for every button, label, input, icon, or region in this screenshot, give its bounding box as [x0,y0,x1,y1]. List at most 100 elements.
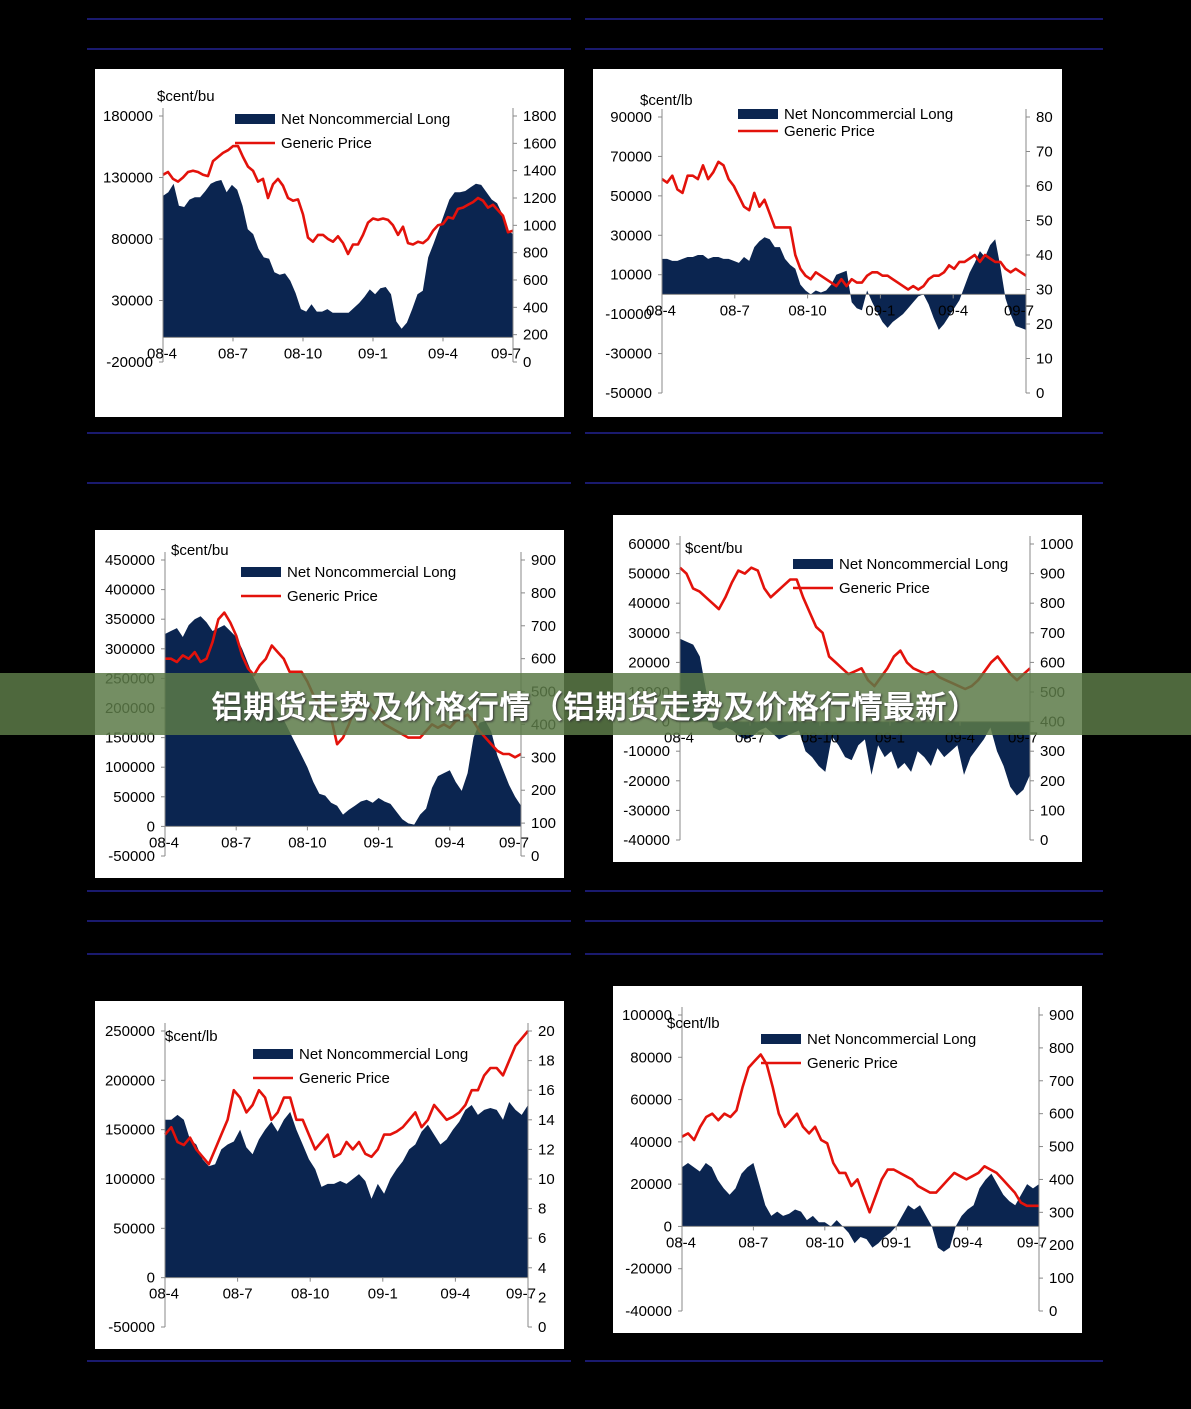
frame-rule [87,48,571,50]
left-tick-label: 100000 [622,1007,672,1024]
right-tick-label: 0 [531,848,539,865]
frame-rule [87,432,571,434]
right-tick-label: 1800 [523,108,556,125]
chart-svg: 180000 130000 80000 30000 -20000 1800 1600 1400… [103,88,556,371]
left-tick-label: 30000 [628,625,670,642]
right-tick-label: 80 [1036,109,1053,126]
right-tick-label: 1200 [523,190,556,207]
left-tick-label: -40000 [623,832,670,849]
unit-label: $cent/lb [640,92,693,109]
frame-rule [87,482,571,484]
legend-label: Generic Price [784,123,875,140]
chart-panel-5: 250000 200000 150000 100000 50000 0 -50000 20 18… [95,1001,564,1349]
frame-rule [585,920,1103,922]
x-tick-label: 08-4 [646,302,676,319]
left-tick-label: 60000 [630,1092,672,1109]
legend-label: Generic Price [287,588,378,605]
net-noncommercial-area [165,616,521,827]
right-tick-label: 14 [538,1112,555,1129]
left-tick-label: 150000 [105,1122,155,1139]
net-noncommercial-area [165,1102,528,1278]
right-tick-label: 600 [523,272,548,289]
legend-label: Net Noncommercial Long [281,111,450,128]
x-tick-label: 08-10 [806,1234,844,1251]
left-tick-label: 90000 [610,109,652,126]
right-tick-label: 10 [538,1171,555,1188]
frame-rule [87,890,571,892]
legend-swatch-area [235,114,275,124]
right-tick-label: 200 [1049,1237,1074,1254]
x-tick-label: 09-7 [1017,1234,1047,1251]
right-tick-label: 100 [531,815,556,832]
frame-rule [585,890,1103,892]
x-tick-label: 09-1 [881,1234,911,1251]
unit-label: $cent/lb [165,1028,218,1045]
right-tick-label: 300 [1040,743,1065,760]
x-tick-label: 08-10 [788,302,826,319]
legend-label: Net Noncommercial Long [784,106,953,123]
x-tick-label: 08-7 [738,1234,768,1251]
right-tick-label: 20 [1036,316,1053,333]
x-tick-label: 09-7 [499,834,529,851]
right-tick-label: 700 [1049,1073,1074,1090]
x-tick-label: 08-7 [720,302,750,319]
left-tick-label: -20000 [106,354,153,371]
right-tick-label: 200 [1040,773,1065,790]
right-tick-label: 40 [1036,247,1053,264]
right-tick-label: 700 [1040,625,1065,642]
right-tick-label: 300 [1049,1204,1074,1221]
legend-label: Generic Price [839,580,930,597]
x-tick-label: 08-10 [288,834,326,851]
x-tick-label: 09-1 [368,1286,398,1303]
frame-rule [585,482,1103,484]
left-tick-label: 0 [147,1270,155,1287]
left-tick-label: 200000 [105,1072,155,1089]
left-tick-label: -10000 [623,743,670,760]
legend-swatch-area [241,567,281,577]
x-tick-label: 09-4 [435,834,465,851]
legend-swatch-area [253,1049,293,1059]
x-tick-label: 08-4 [147,345,177,362]
legend-label: Generic Price [807,1055,898,1072]
left-tick-label: -50000 [605,385,652,402]
right-tick-label: 900 [1040,566,1065,583]
right-tick-label: 900 [531,552,556,569]
right-tick-label: 16 [538,1082,555,1099]
x-tick-label: 08-7 [223,1286,253,1303]
right-tick-label: 50 [1036,213,1053,230]
title-banner: 铝期货走势及价格行情（铝期货走势及价格行情最新） [0,673,1191,735]
left-tick-label: 80000 [111,231,153,248]
legend-swatch-area [761,1034,801,1044]
right-tick-label: 400 [1049,1171,1074,1188]
right-tick-label: 600 [1040,654,1065,671]
frame-rule [585,48,1103,50]
right-tick-label: 70 [1036,144,1053,161]
left-tick-label: 80000 [630,1049,672,1066]
right-tick-label: 0 [538,1319,546,1336]
left-tick-label: 20000 [630,1176,672,1193]
left-tick-label: 50000 [113,1220,155,1237]
x-tick-label: 08-10 [284,345,322,362]
left-tick-label: 450000 [105,552,155,569]
net-noncommercial-area [163,180,513,338]
left-tick-label: 130000 [103,170,153,187]
left-tick-label: 30000 [111,293,153,310]
left-tick-label: -20000 [623,773,670,790]
right-tick-label: 1000 [523,217,556,234]
x-tick-label: 08-4 [149,1286,179,1303]
legend-label: Net Noncommercial Long [839,556,1008,573]
right-tick-label: 12 [538,1141,555,1158]
frame-rule [87,18,571,20]
right-tick-label: 0 [1036,385,1044,402]
frame-rule [585,432,1103,434]
chart-svg: 250000200000150000100000500000-500002018… [105,1023,555,1336]
right-tick-label: 0 [1049,1303,1057,1320]
left-tick-label: -10000 [605,306,652,323]
left-tick-label: 180000 [103,108,153,125]
left-tick-label: 300000 [105,641,155,658]
left-tick-label: -30000 [605,346,652,363]
net-noncommercial-area [682,1163,1039,1252]
left-tick-label: 100000 [105,1171,155,1188]
page-title: 铝期货走势及价格行情（铝期货走势及价格行情最新） [211,689,980,726]
right-tick-label: 800 [523,245,548,262]
